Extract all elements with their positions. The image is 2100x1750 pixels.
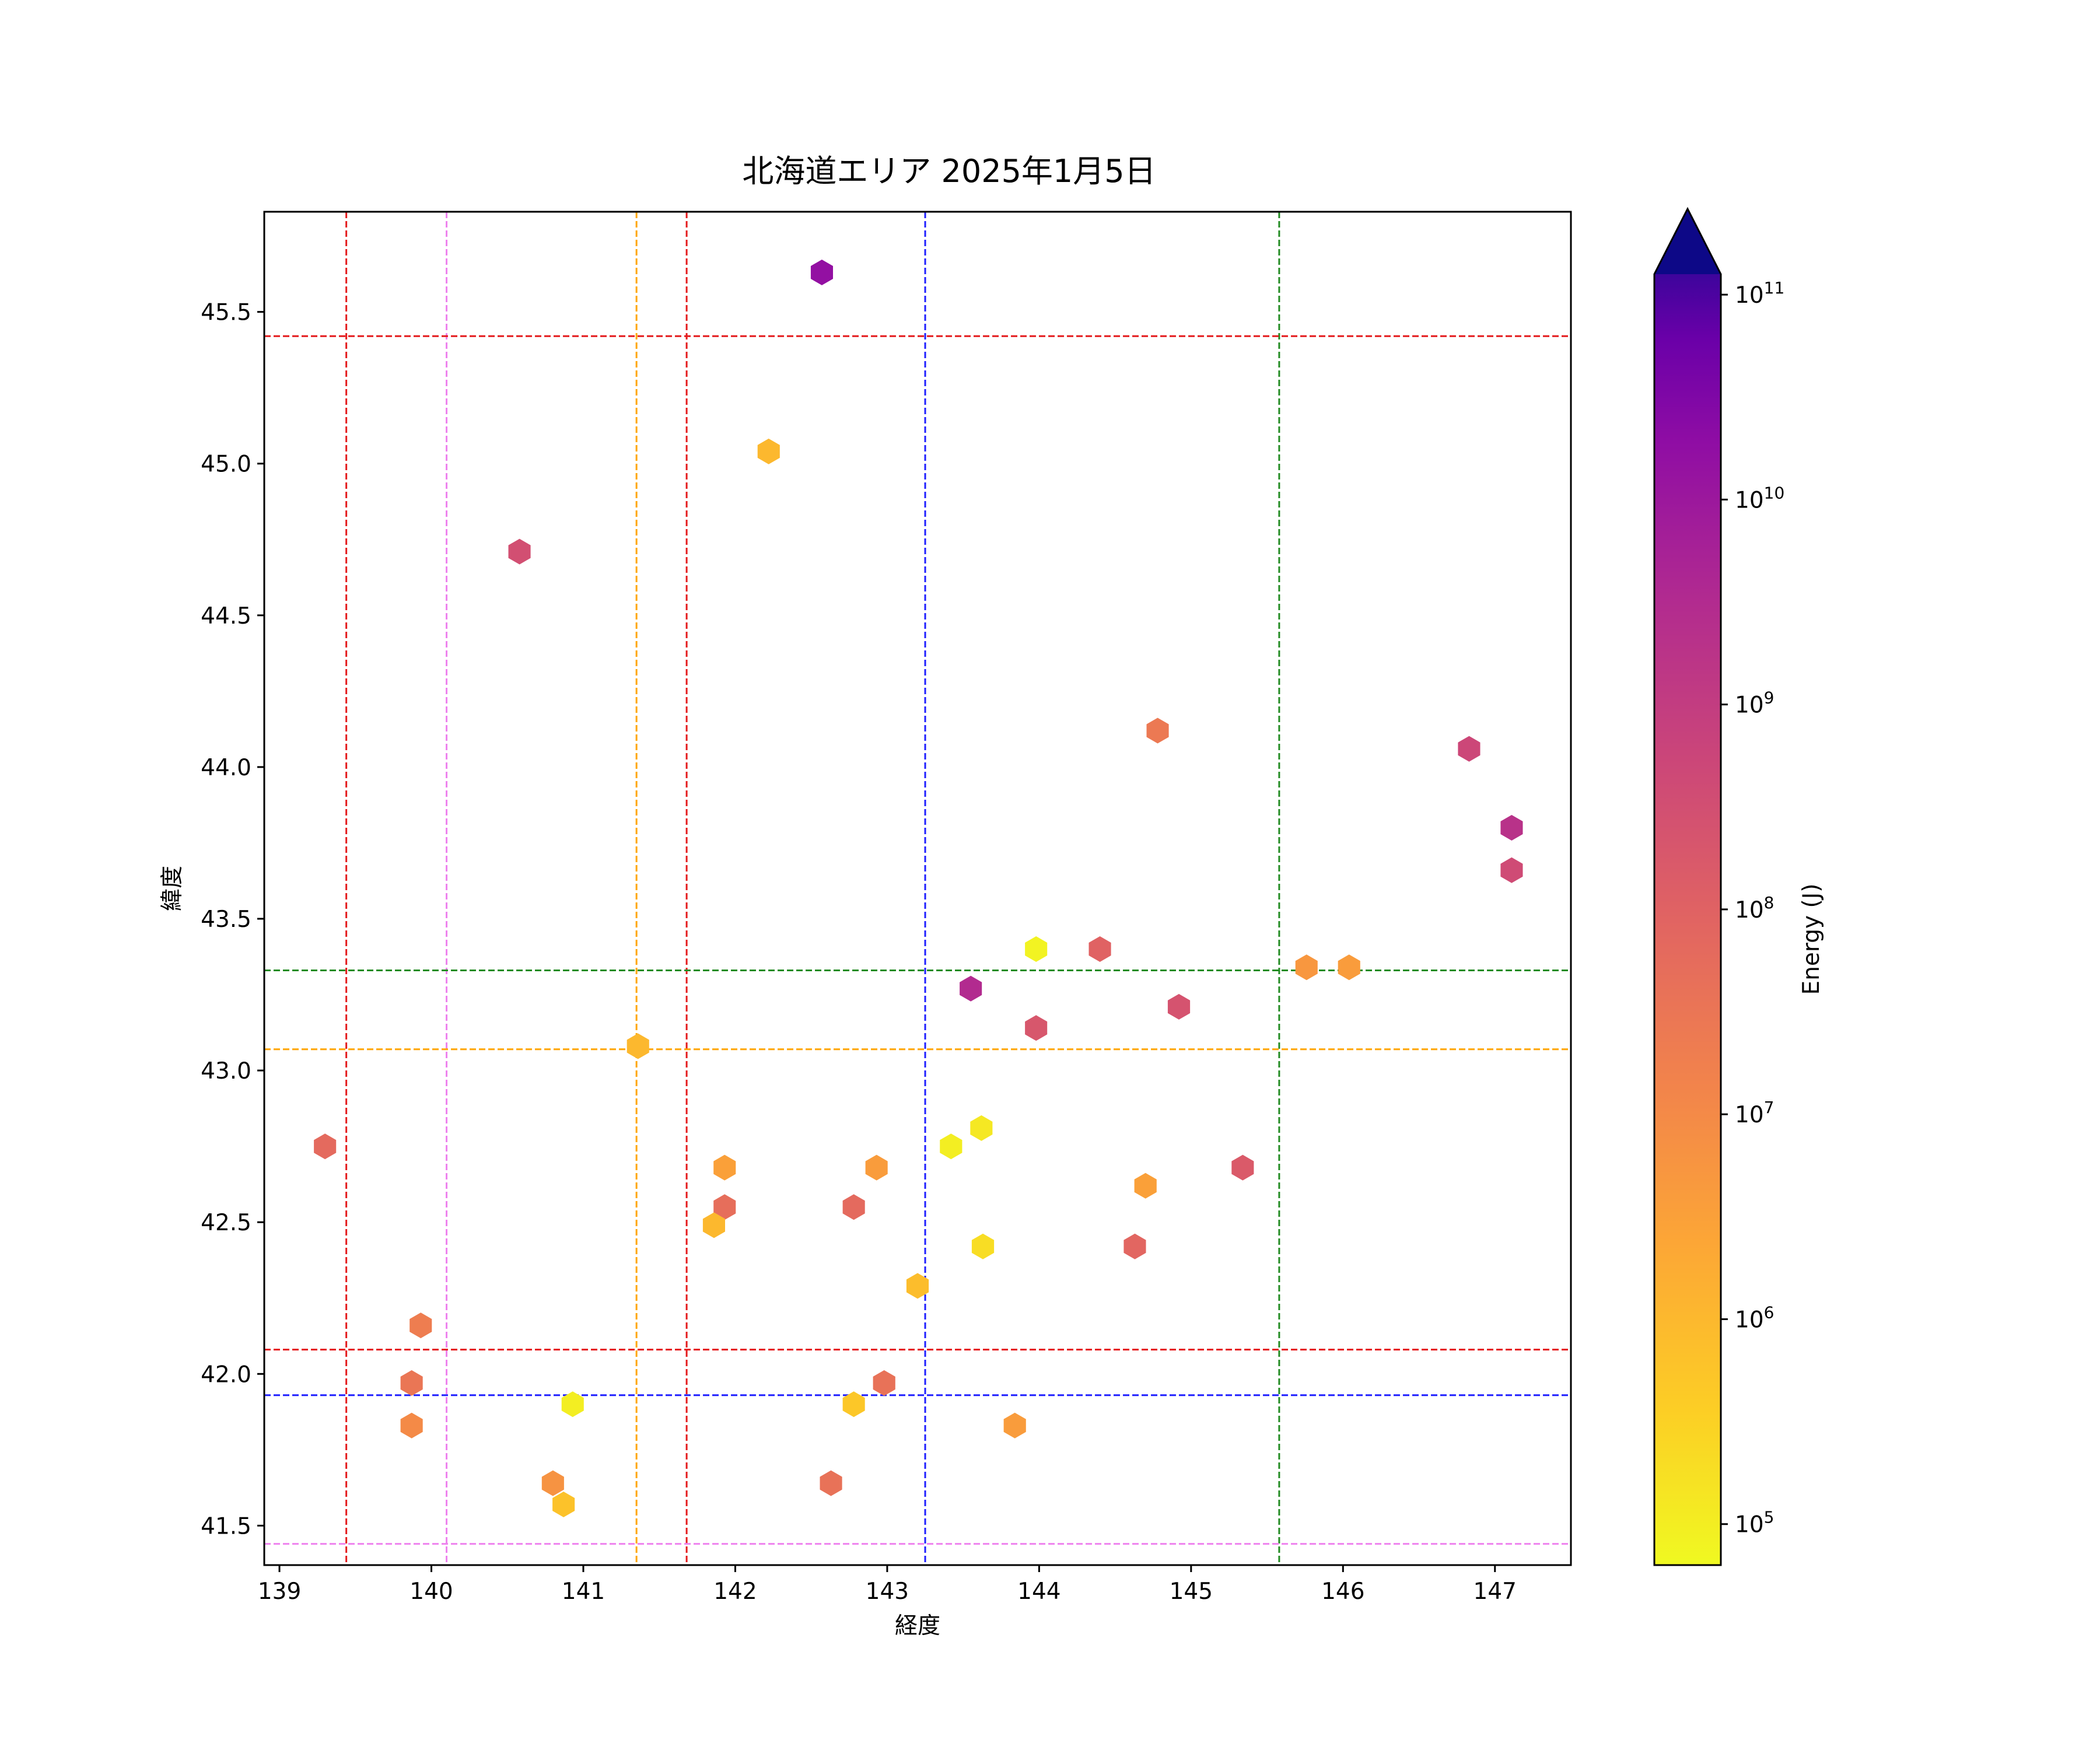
colorbar-gradient [1654, 274, 1721, 1565]
data-point [702, 1212, 725, 1238]
chart-title: 北海道エリア 2025年1月5日 [742, 153, 1156, 190]
data-point [541, 1470, 564, 1496]
data-point [757, 438, 780, 464]
data-point [906, 1273, 929, 1299]
data-point [1231, 1154, 1254, 1181]
x-tick-label: 143 [866, 1578, 909, 1605]
colorbar-tick-label: 107 [1735, 1098, 1774, 1128]
colorbar: 105 106 107 108 109 1010 1011 Energy (J) [1653, 206, 1825, 1566]
data-point [1500, 857, 1523, 883]
colorbar-tick-label: 105 [1735, 1508, 1774, 1538]
y-axis-ticks: 41.5 42.0 42.5 43.0 43.5 44.0 44.5 45.0 45.5 [201, 300, 264, 1539]
colorbar-tick-label: 109 [1735, 688, 1774, 719]
y-tick-label: 43.0 [201, 1058, 251, 1084]
colorbar-ticks: 105 106 107 108 109 1010 1011 [1721, 278, 1784, 1538]
y-tick-label: 45.0 [201, 452, 251, 478]
y-tick-label: 41.5 [201, 1513, 251, 1539]
x-tick-label: 140 [410, 1578, 453, 1605]
data-point [508, 538, 531, 565]
x-tick-label: 147 [1474, 1578, 1517, 1605]
data-point [1088, 936, 1111, 962]
data-point [713, 1194, 736, 1220]
data-point [1338, 954, 1360, 981]
y-tick-label: 45.5 [201, 300, 251, 326]
data-point [1146, 718, 1169, 744]
data-point [842, 1194, 865, 1220]
y-tick-label: 44.0 [201, 755, 251, 781]
colorbar-tick-label: 108 [1735, 893, 1774, 923]
colorbar-extend-arrow [1654, 209, 1721, 274]
data-point [940, 1133, 963, 1160]
data-point [970, 1115, 993, 1141]
data-points [314, 260, 1523, 1517]
data-point [865, 1154, 888, 1181]
data-point [1025, 936, 1048, 962]
x-tick-label: 146 [1321, 1578, 1364, 1605]
x-tick-label: 142 [713, 1578, 757, 1605]
data-point [810, 260, 833, 285]
colorbar-tick-label: 106 [1735, 1303, 1774, 1333]
colorbar-label: Energy (J) [1798, 884, 1825, 995]
data-point [820, 1470, 842, 1496]
data-point [400, 1370, 423, 1396]
data-point [713, 1154, 736, 1181]
data-point [1003, 1412, 1026, 1438]
data-point [410, 1312, 432, 1339]
reference-lines [264, 212, 1571, 1565]
data-point [1458, 736, 1480, 762]
data-point [314, 1133, 337, 1160]
y-axis-label: 緯度 [159, 866, 186, 911]
colorbar-tick-label: 1010 [1735, 483, 1784, 513]
data-point [960, 975, 982, 1002]
y-tick-label: 44.5 [201, 603, 251, 629]
x-tick-label: 141 [562, 1578, 605, 1605]
x-axis-label: 経度 [895, 1613, 940, 1639]
x-axis-ticks: 139 140 141 142 143 144 145 146 147 [258, 1565, 1517, 1605]
data-point [552, 1492, 575, 1517]
colorbar-frame [1653, 206, 1722, 1566]
y-tick-label: 42.0 [201, 1362, 251, 1388]
plot-frame [263, 211, 1572, 1566]
data-point [1025, 1015, 1048, 1041]
data-point [842, 1391, 865, 1418]
data-point [1124, 1233, 1146, 1259]
colorbar-tick-label: 1011 [1735, 278, 1784, 309]
data-point [626, 1033, 649, 1059]
data-point [1500, 815, 1523, 841]
data-point [1295, 954, 1318, 981]
data-point [561, 1391, 584, 1418]
data-point [1167, 993, 1191, 1020]
x-tick-label: 144 [1017, 1578, 1060, 1605]
data-point [1134, 1172, 1157, 1199]
x-tick-label: 145 [1170, 1578, 1213, 1605]
x-tick-label: 139 [258, 1578, 301, 1605]
data-point [873, 1370, 895, 1396]
data-point [400, 1412, 423, 1438]
y-tick-label: 42.5 [201, 1210, 251, 1236]
y-tick-label: 43.5 [201, 907, 251, 933]
data-point [971, 1233, 995, 1259]
